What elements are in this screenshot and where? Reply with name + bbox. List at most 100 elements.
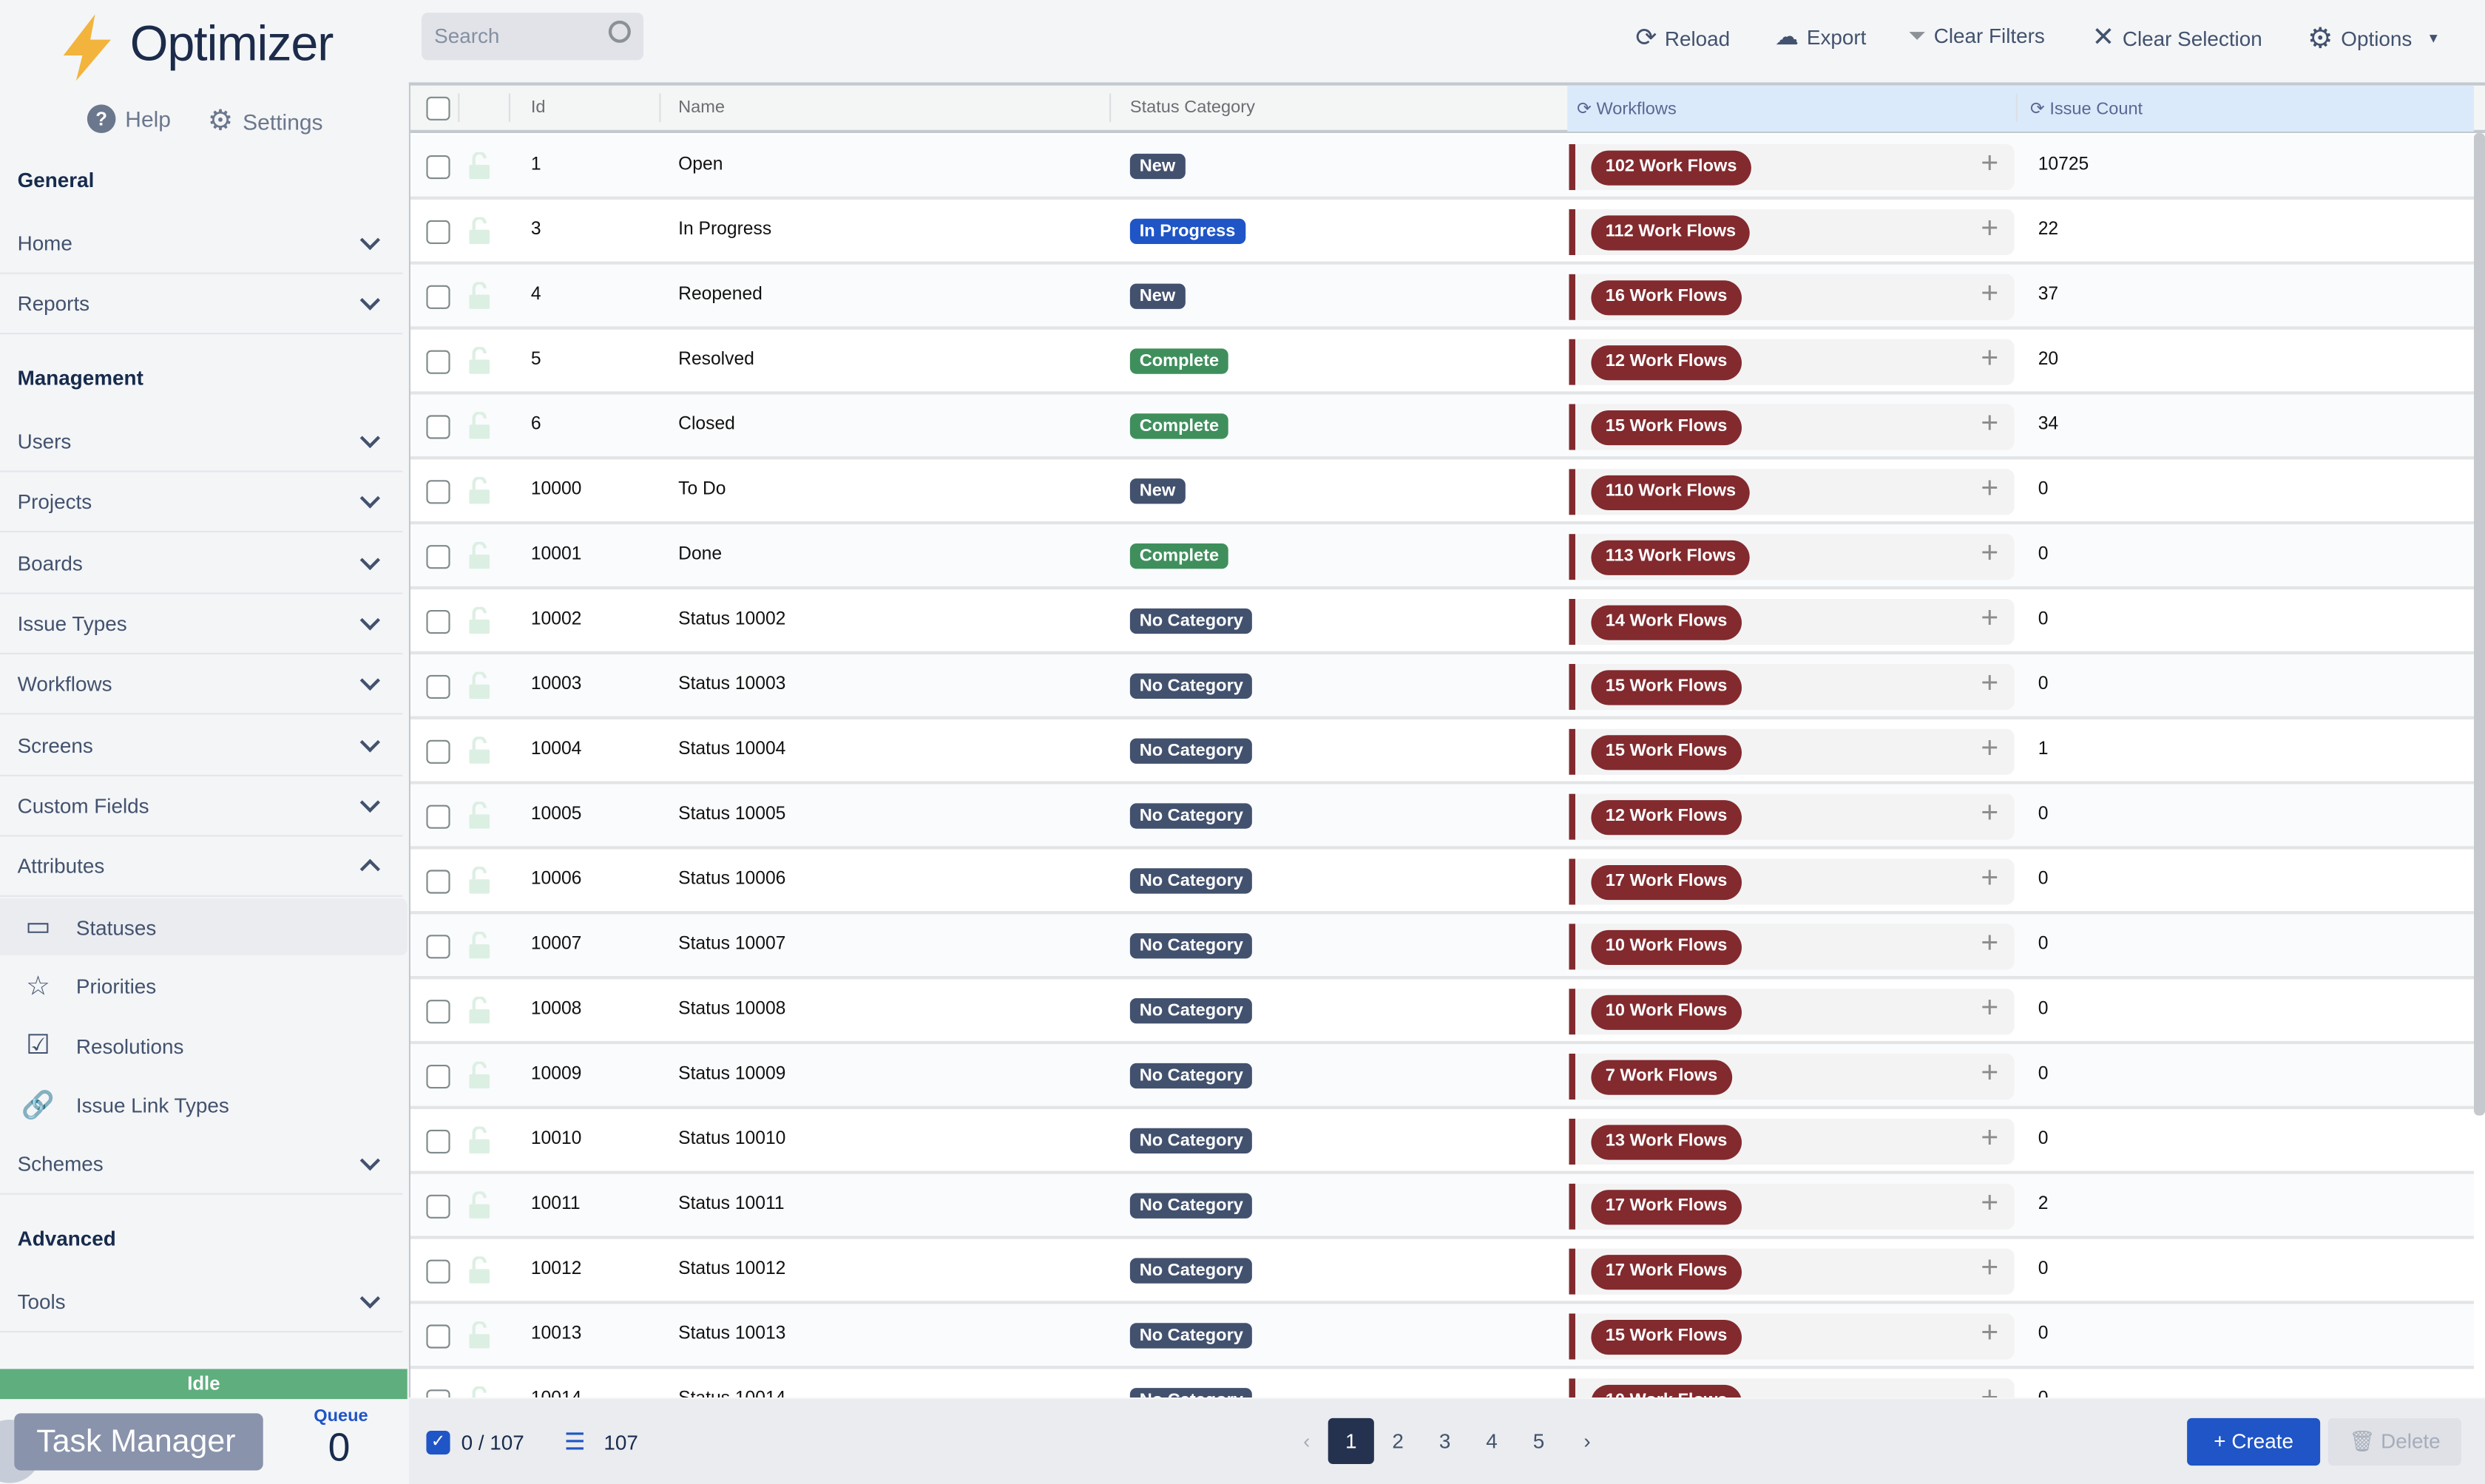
- reload-button[interactable]: ⟳ Reload: [1635, 22, 1730, 54]
- add-icon[interactable]: +: [1981, 731, 1999, 765]
- workflows-badge[interactable]: 15 Work Flows: [1591, 410, 1742, 446]
- row-checkbox[interactable]: [426, 1194, 450, 1219]
- workflows-badge[interactable]: 13 Work Flows: [1591, 1125, 1742, 1160]
- page-3-button[interactable]: 3: [1438, 1429, 1451, 1453]
- add-icon[interactable]: +: [1981, 1383, 1998, 1397]
- vertical-scrollbar[interactable]: [2474, 133, 2485, 1116]
- workflows-badge[interactable]: 7 Work Flows: [1591, 1060, 1732, 1095]
- column-issue-count[interactable]: ⟳ Issue Count: [2030, 98, 2143, 119]
- sidebar-item-custom-fields[interactable]: Custom Fields: [0, 776, 403, 837]
- add-icon[interactable]: +: [1981, 407, 1999, 441]
- add-icon[interactable]: +: [1981, 342, 1999, 376]
- options-button[interactable]: ⚙ Options ▾: [2308, 22, 2438, 55]
- row-checkbox[interactable]: [426, 220, 450, 244]
- workflows-badge[interactable]: 10 Work Flows: [1591, 929, 1742, 965]
- add-icon[interactable]: +: [1981, 212, 1999, 246]
- page-5-button[interactable]: 5: [1532, 1429, 1545, 1453]
- workflows-badge[interactable]: 14 Work Flows: [1591, 605, 1742, 640]
- sidebar-item-issue-link-types[interactable]: 🔗 Issue Link Types: [0, 1077, 408, 1134]
- workflows-badge[interactable]: 110 Work Flows: [1591, 475, 1751, 510]
- add-icon[interactable]: +: [1981, 926, 1999, 960]
- table-row[interactable]: 10002 Status 10002 No Category 14 Work Flow…: [410, 589, 2474, 654]
- task-manager-button[interactable]: Task Manager: [14, 1413, 263, 1471]
- row-checkbox[interactable]: [426, 1065, 450, 1089]
- workflows-badge[interactable]: 15 Work Flows: [1591, 735, 1742, 770]
- add-icon[interactable]: +: [1981, 277, 1999, 311]
- delete-button[interactable]: 🗑 Delete: [2327, 1417, 2461, 1466]
- add-icon[interactable]: +: [1981, 1251, 1999, 1285]
- workflows-badge[interactable]: 16 Work Flows: [1591, 280, 1742, 316]
- table-row[interactable]: 4 Reopened New 16 Work Flows +37: [410, 264, 2474, 330]
- table-row[interactable]: 10000 To Do New 110 Work Flows +0: [410, 459, 2474, 525]
- add-icon[interactable]: +: [1981, 667, 1999, 701]
- add-icon[interactable]: +: [1981, 472, 1999, 506]
- add-icon[interactable]: +: [1981, 861, 1999, 895]
- table-row[interactable]: 10013 Status 10013 No Category 15 Work Flow…: [410, 1304, 2474, 1369]
- sidebar-item-attributes[interactable]: Attributes: [0, 836, 403, 897]
- column-workflows[interactable]: ⟳ Workflows: [1577, 98, 1677, 119]
- sidebar-item-users[interactable]: Users: [0, 412, 403, 472]
- table-row[interactable]: 3 In Progress In Progress 112 Work Flows +22: [410, 200, 2474, 265]
- table-row[interactable]: 10011 Status 10011 No Category 17 Work Flow…: [410, 1173, 2474, 1239]
- add-icon[interactable]: +: [1981, 147, 1999, 181]
- workflows-badge[interactable]: 12 Work Flows: [1591, 800, 1742, 836]
- row-checkbox[interactable]: [426, 1000, 450, 1024]
- sidebar-item-reports[interactable]: Reports: [0, 274, 403, 335]
- table-row[interactable]: 10014 Status 10014 No Category 10 Work Flow…: [410, 1369, 2474, 1397]
- table-row[interactable]: 10009 Status 10009 No Category 7 Work Flows…: [410, 1044, 2474, 1109]
- workflows-badge[interactable]: 112 Work Flows: [1591, 215, 1751, 251]
- workflows-badge[interactable]: 17 Work Flows: [1591, 1190, 1742, 1225]
- workflows-badge[interactable]: 17 Work Flows: [1591, 865, 1742, 901]
- add-icon[interactable]: +: [1981, 1122, 1999, 1156]
- page-1-button[interactable]: 1: [1328, 1417, 1374, 1464]
- table-row[interactable]: 5 Resolved Complete 12 Work Flows +20: [410, 330, 2474, 395]
- row-checkbox[interactable]: [426, 285, 450, 309]
- sidebar-item-tools[interactable]: Tools: [0, 1273, 403, 1333]
- select-all-checkbox[interactable]: [426, 96, 450, 121]
- page-2-button[interactable]: 2: [1392, 1429, 1404, 1453]
- workflows-badge[interactable]: 10 Work Flows: [1591, 995, 1742, 1030]
- workflows-badge[interactable]: 12 Work Flows: [1591, 345, 1742, 381]
- row-checkbox[interactable]: [426, 674, 450, 699]
- row-checkbox[interactable]: [426, 935, 450, 959]
- add-icon[interactable]: +: [1981, 1187, 1999, 1220]
- column-status-category[interactable]: Status Category: [1129, 98, 1255, 118]
- add-icon[interactable]: +: [1981, 602, 1999, 636]
- add-icon[interactable]: +: [1981, 1057, 1999, 1091]
- sidebar-item-projects[interactable]: Projects: [0, 472, 403, 532]
- sidebar-item-workflows[interactable]: Workflows: [0, 654, 403, 715]
- row-checkbox[interactable]: [426, 1259, 450, 1284]
- table-row[interactable]: 10010 Status 10010 No Category 13 Work Flow…: [410, 1109, 2474, 1174]
- workflows-badge[interactable]: 102 Work Flows: [1591, 150, 1751, 186]
- row-checkbox[interactable]: [426, 804, 450, 829]
- column-name[interactable]: Name: [678, 98, 726, 118]
- row-checkbox[interactable]: [426, 739, 450, 764]
- settings-link[interactable]: ⚙ Settings: [208, 104, 323, 138]
- row-checkbox[interactable]: [426, 1129, 450, 1153]
- next-page-button[interactable]: ›: [1583, 1429, 1591, 1453]
- sidebar-item-home[interactable]: Home: [0, 214, 403, 274]
- row-checkbox[interactable]: [426, 1324, 450, 1349]
- prev-page-button[interactable]: ‹: [1303, 1429, 1311, 1453]
- sidebar-item-resolutions[interactable]: ☑ Resolutions: [0, 1017, 408, 1074]
- page-4-button[interactable]: 4: [1486, 1429, 1498, 1453]
- add-icon[interactable]: +: [1981, 1316, 1999, 1350]
- clear-selection-button[interactable]: ✕ Clear Selection: [2092, 22, 2262, 54]
- table-row[interactable]: 10008 Status 10008 No Category 10 Work Flow…: [410, 979, 2474, 1045]
- table-row[interactable]: 10003 Status 10003 No Category 15 Work Flow…: [410, 654, 2474, 719]
- sidebar-item-issue-types[interactable]: Issue Types: [0, 594, 403, 654]
- export-button[interactable]: ☁ Export: [1775, 22, 1866, 50]
- table-row[interactable]: 10004 Status 10004 No Category 15 Work Flow…: [410, 719, 2474, 785]
- column-id[interactable]: Id: [530, 98, 546, 118]
- workflows-badge[interactable]: 10 Work Flows: [1591, 1384, 1742, 1397]
- sidebar-item-boards[interactable]: Boards: [0, 534, 403, 594]
- row-checkbox[interactable]: [426, 415, 450, 439]
- workflows-badge[interactable]: 17 Work Flows: [1591, 1255, 1742, 1290]
- table-row[interactable]: 10005 Status 10005 No Category 12 Work Flow…: [410, 784, 2474, 850]
- sidebar-item-screens[interactable]: Screens: [0, 716, 403, 776]
- row-checkbox[interactable]: [426, 350, 450, 374]
- table-row[interactable]: 10006 Status 10006 No Category 17 Work Flow…: [410, 850, 2474, 915]
- selection-checkbox[interactable]: ✓: [426, 1430, 450, 1455]
- clear-filters-button[interactable]: ⏷ Clear Filters: [1908, 22, 2045, 49]
- table-row[interactable]: 1 Open New 102 Work Flows +10725: [410, 135, 2474, 200]
